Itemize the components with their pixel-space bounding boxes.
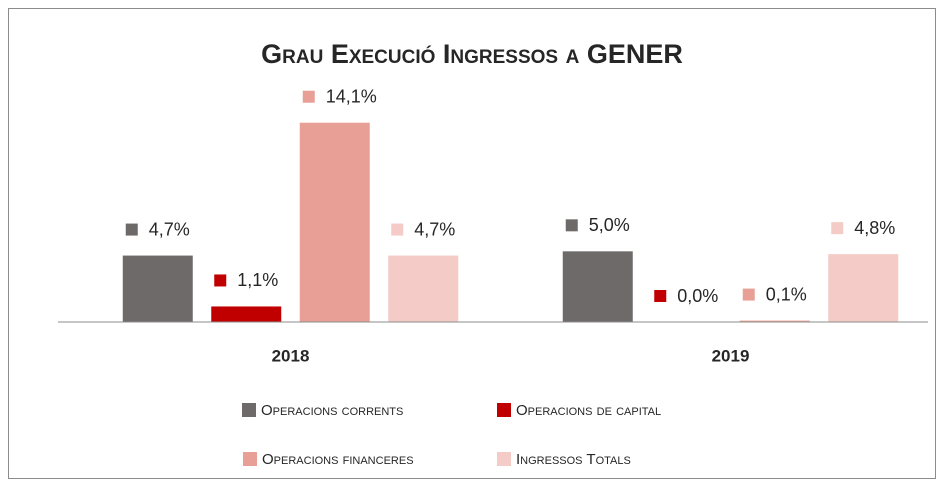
chart-title: Grau Execució Ingressos a GENER <box>261 39 683 69</box>
legend-swatch <box>497 452 511 466</box>
value-label: 0,0% <box>677 286 718 306</box>
legend-swatch <box>497 403 511 417</box>
value-label-marker <box>214 274 227 287</box>
bar <box>388 255 459 322</box>
value-label-marker <box>391 223 404 236</box>
legend-swatch <box>242 403 256 417</box>
value-label: 4,7% <box>414 219 455 239</box>
value-label-marker <box>302 90 315 103</box>
legend-label: Ingressos Totals <box>516 451 631 468</box>
value-label: 5,0% <box>589 215 630 235</box>
chart-frame <box>8 8 936 479</box>
value-label-marker <box>654 290 667 302</box>
legend-label: Operacions de capital <box>516 402 661 419</box>
value-label-marker <box>125 223 138 236</box>
x-tick-label: 2018 <box>272 346 310 365</box>
value-label: 4,8% <box>854 218 895 238</box>
bar <box>299 122 370 322</box>
legend-label: Operacions corrents <box>261 402 403 419</box>
bar <box>562 251 633 322</box>
value-label: 4,7% <box>149 219 190 239</box>
legend-label: Operacions financeres <box>262 451 414 468</box>
bar <box>828 254 899 322</box>
x-tick-label: 2019 <box>712 346 750 365</box>
value-label: 14,1% <box>326 86 377 106</box>
bar <box>122 255 193 322</box>
value-label-marker <box>831 222 844 235</box>
value-label: 1,1% <box>237 270 278 290</box>
value-label-marker <box>742 288 755 301</box>
value-label: 0,1% <box>766 284 807 304</box>
bar <box>739 320 810 322</box>
value-label-marker <box>565 219 578 232</box>
bar <box>211 306 282 322</box>
legend-swatch <box>243 452 257 466</box>
